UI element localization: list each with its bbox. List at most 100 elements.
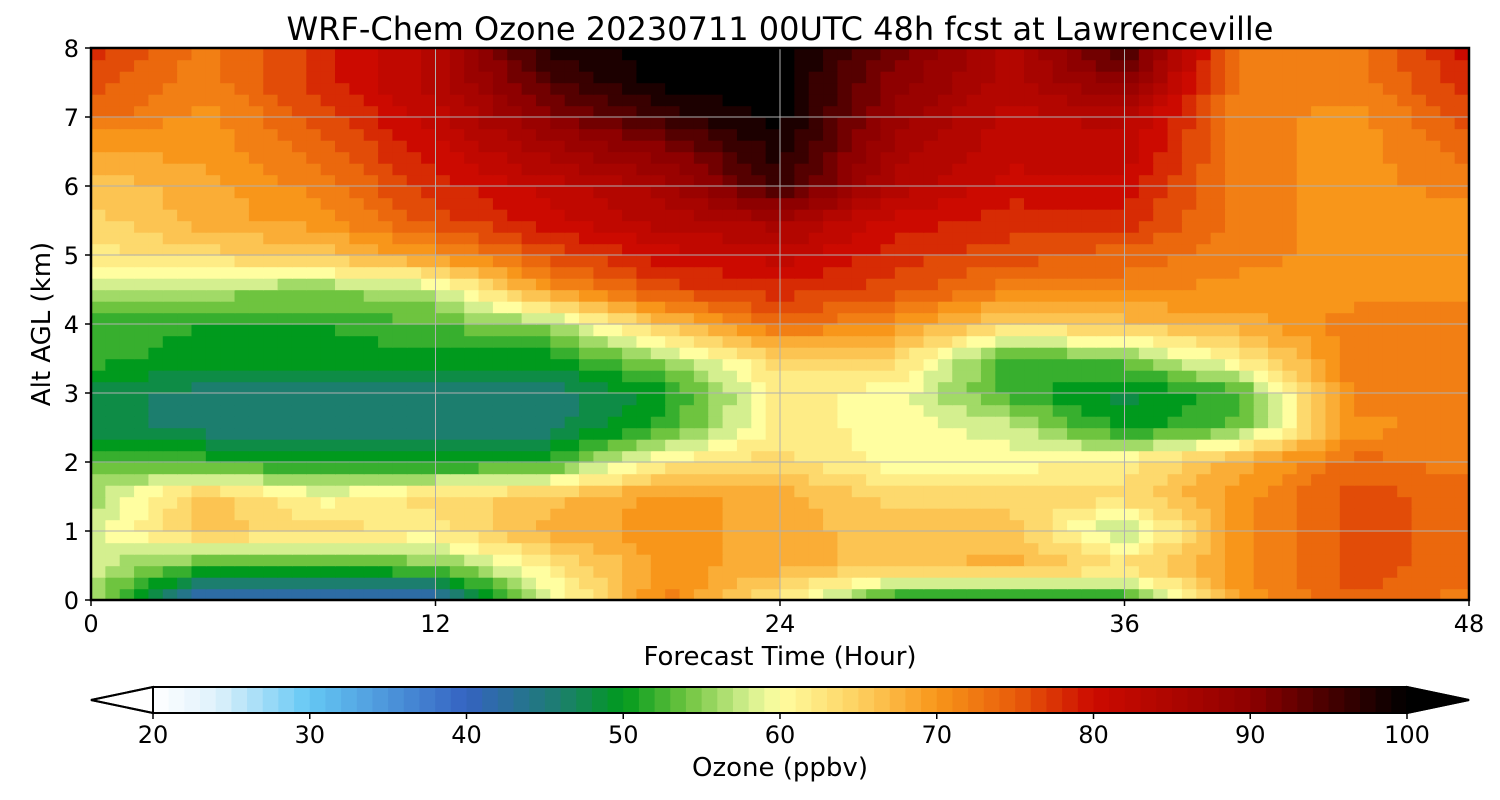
heatmap-cell [722, 151, 738, 164]
heatmap-cell [1425, 439, 1441, 452]
heatmap-cell [1067, 48, 1083, 61]
heatmap-cell [91, 450, 107, 463]
heatmap-cell [177, 565, 193, 578]
heatmap-cell [435, 301, 451, 314]
heatmap-cell [148, 289, 164, 302]
heatmap-cell [320, 577, 336, 590]
heatmap-cell [1325, 151, 1341, 164]
heatmap-cell [492, 117, 508, 130]
heatmap-cell [177, 151, 193, 164]
heatmap-cell [363, 370, 379, 383]
heatmap-cell [392, 151, 408, 164]
heatmap-cell [1325, 358, 1341, 371]
heatmap-cell [1454, 197, 1469, 210]
heatmap-cell [1253, 117, 1269, 130]
heatmap-cell [421, 416, 437, 429]
heatmap-cell [636, 82, 652, 95]
heatmap-cell [1210, 94, 1226, 107]
heatmap-cell [1167, 232, 1183, 245]
heatmap-cell [119, 140, 135, 153]
heatmap-cell [593, 289, 609, 302]
heatmap-cell [1024, 335, 1040, 348]
heatmap-cell [708, 151, 724, 164]
heatmap-cell [349, 186, 365, 199]
heatmap-cell [1382, 519, 1398, 532]
heatmap-cell [1181, 140, 1197, 153]
heatmap-cell [679, 381, 695, 394]
heatmap-cell [421, 48, 437, 61]
heatmap-cell [708, 186, 724, 199]
heatmap-cell [851, 404, 867, 417]
heatmap-cell [1009, 462, 1025, 475]
heatmap-cell [1354, 439, 1370, 452]
heatmap-cell [1052, 243, 1068, 256]
heatmap-cell [1382, 508, 1398, 521]
heatmap-cell [91, 496, 107, 509]
heatmap-cell [1009, 404, 1025, 417]
heatmap-cell [248, 82, 264, 95]
heatmap-cell [808, 94, 824, 107]
heatmap-cell [808, 416, 824, 429]
heatmap-cell [291, 301, 308, 314]
heatmap-cell [708, 301, 724, 314]
heatmap-cell [765, 439, 781, 452]
heatmap-cell [220, 140, 236, 153]
heatmap-cell [837, 71, 853, 84]
heatmap-cell [1095, 508, 1111, 521]
heatmap-cell [148, 347, 164, 360]
heatmap-cell [1110, 209, 1126, 222]
heatmap-cell [1325, 243, 1341, 256]
heatmap-cell [449, 163, 465, 176]
heatmap-cell [1354, 232, 1370, 245]
heatmap-cell [1038, 186, 1054, 199]
heatmap-cell [679, 163, 695, 176]
heatmap-cell [320, 255, 336, 268]
heatmap-cell [593, 577, 609, 590]
heatmap-cell [1454, 105, 1469, 118]
heatmap-cell [650, 416, 666, 429]
heatmap-cell [1239, 266, 1255, 279]
heatmap-cell [478, 496, 494, 509]
heatmap-cell [765, 151, 781, 164]
heatmap-cell [421, 427, 437, 440]
heatmap-cell [693, 473, 709, 486]
heatmap-cell [980, 381, 997, 394]
heatmap-cell [392, 59, 408, 72]
heatmap-cell [1411, 105, 1427, 118]
heatmap-cell [263, 278, 279, 291]
heatmap-cell [1067, 393, 1083, 406]
heatmap-cell [722, 554, 738, 567]
heatmap-cell [1095, 140, 1111, 153]
colorbar-swatch [497, 687, 515, 713]
heatmap-cell [1253, 301, 1269, 314]
heatmap-cell [177, 381, 193, 394]
heatmap-cell [1440, 82, 1456, 95]
heatmap-cell [564, 174, 580, 187]
heatmap-cell [435, 416, 451, 429]
heatmap-cell [105, 462, 121, 475]
heatmap-cell [823, 554, 839, 567]
heatmap-cell [794, 381, 810, 394]
heatmap-cell [421, 209, 437, 222]
heatmap-cell [823, 163, 839, 176]
heatmap-cell [866, 347, 882, 360]
heatmap-cell [780, 393, 796, 406]
heatmap-cell [1268, 381, 1284, 394]
heatmap-cell [550, 220, 566, 233]
heatmap-cell [736, 151, 752, 164]
heatmap-cell [1296, 554, 1312, 567]
heatmap-cell [378, 59, 394, 72]
heatmap-cell [363, 531, 379, 544]
heatmap-cell [665, 565, 681, 578]
heatmap-cell [708, 94, 724, 107]
heatmap-cell [679, 324, 695, 337]
heatmap-cell [751, 289, 767, 302]
heatmap-cell [248, 393, 264, 406]
heatmap-cell [464, 565, 480, 578]
heatmap-cell [421, 565, 437, 578]
heatmap-cell [564, 151, 580, 164]
heatmap-cell [966, 519, 982, 532]
colorbar-swatch [748, 687, 765, 713]
heatmap-cell [937, 48, 953, 61]
heatmap-cell [995, 140, 1011, 153]
